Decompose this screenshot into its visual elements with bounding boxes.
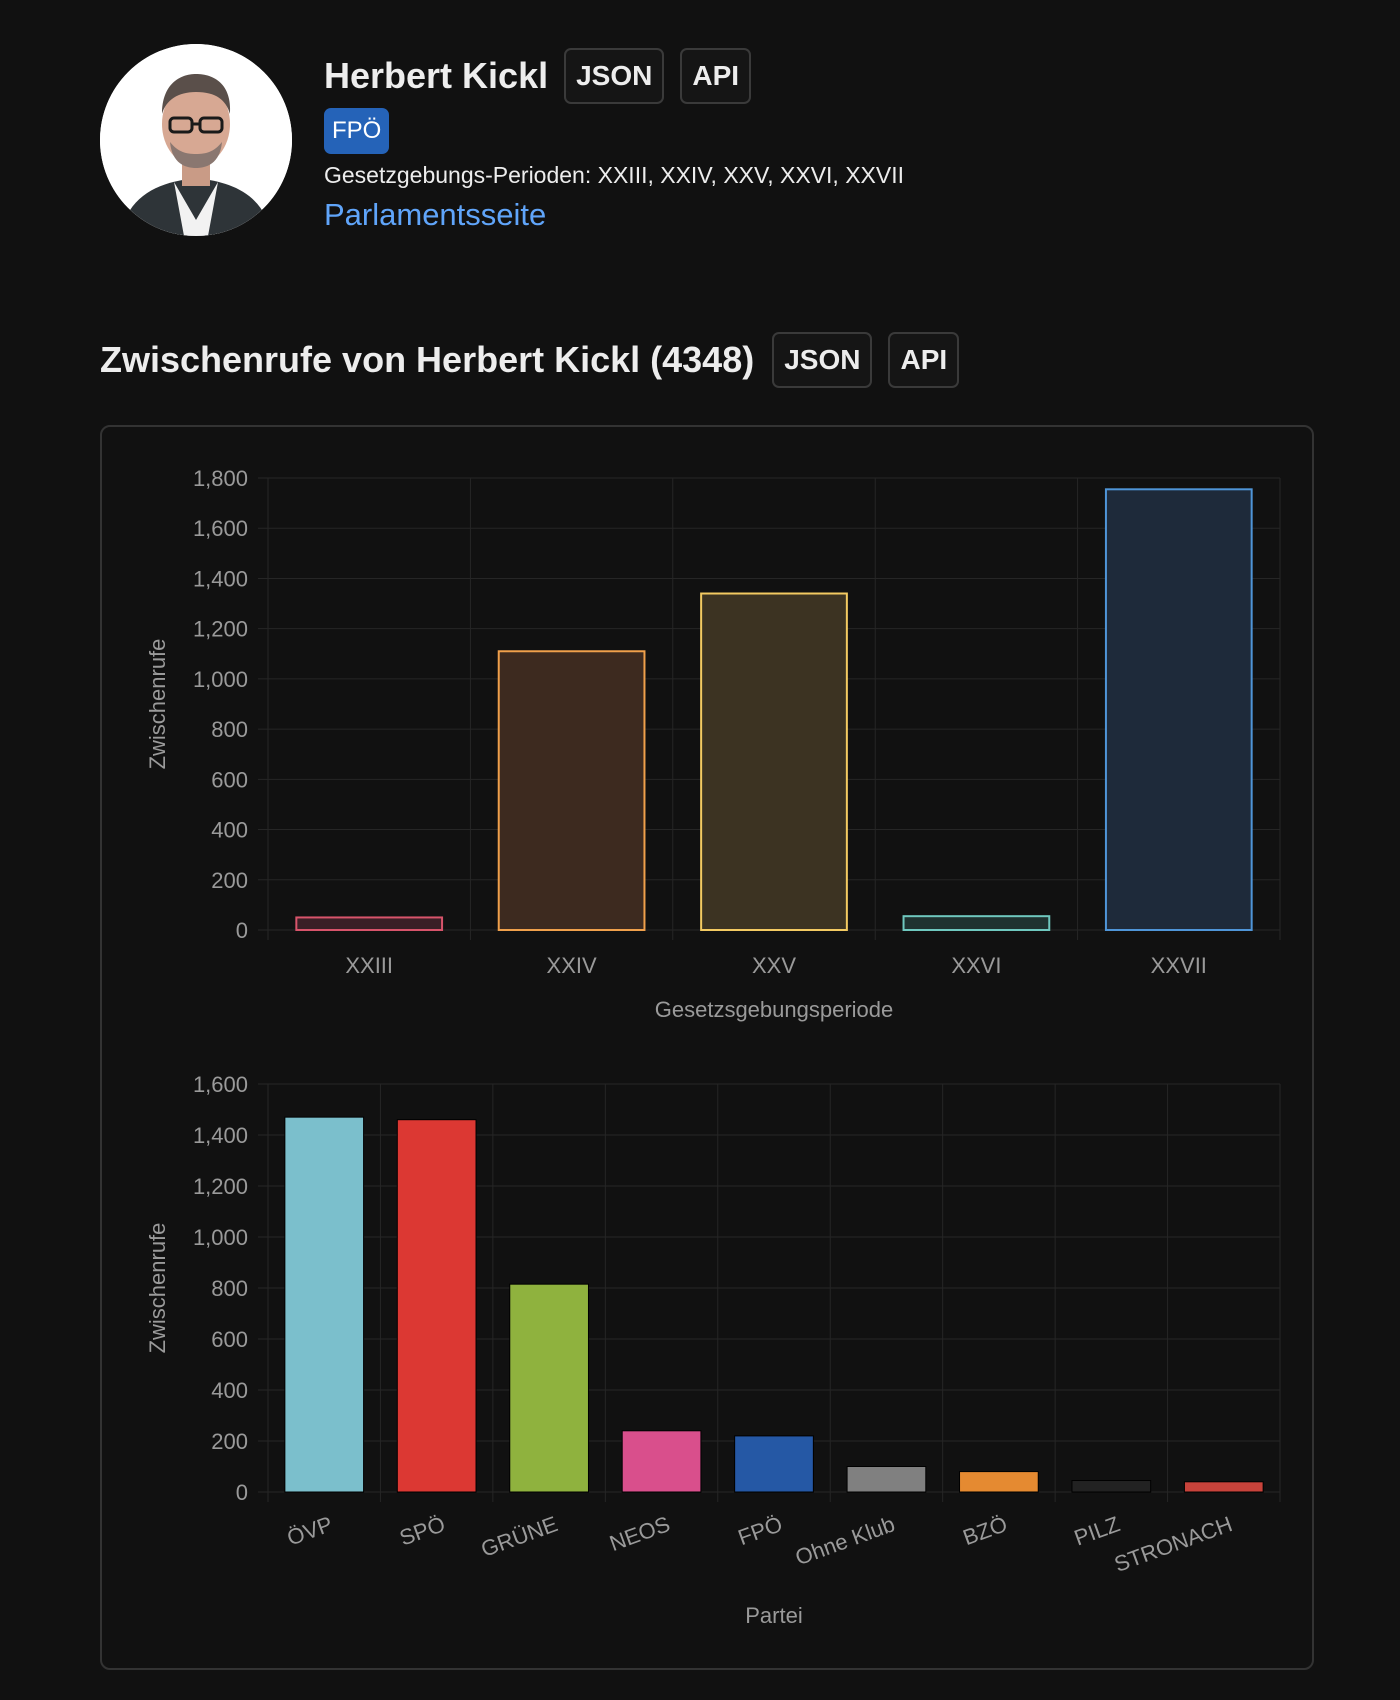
bar-neos bbox=[621, 1430, 702, 1493]
chart-by-party: 0 200 400 600 800 1,000 1,200 1,400 1,600 ÖVP SPÖ G… bbox=[145, 1072, 1281, 1628]
bar-xxiii bbox=[295, 916, 444, 932]
y-tick-label: 800 bbox=[211, 1276, 248, 1301]
y-tick-label: 1,800 bbox=[193, 466, 248, 491]
y-tick-label: 1,200 bbox=[193, 1174, 248, 1199]
y-tick-label: 1,400 bbox=[193, 566, 248, 591]
profile-json-button[interactable]: JSON bbox=[564, 48, 665, 104]
x-tick-label: XXVII bbox=[1151, 953, 1207, 978]
x-tick-label: GRÜNE bbox=[478, 1511, 561, 1562]
y-tick-label: 0 bbox=[236, 918, 248, 943]
x-tick-label: XXIII bbox=[345, 953, 393, 978]
y-tick-label: 1,200 bbox=[193, 617, 248, 642]
profile-header: Herbert Kickl JSON API FPÖ Gesetzgebungs… bbox=[324, 46, 904, 233]
y-tick-label: 400 bbox=[211, 818, 248, 843]
bar-xxv bbox=[700, 592, 848, 931]
y-tick-label: 1,600 bbox=[193, 516, 248, 541]
bar-övp bbox=[284, 1116, 365, 1493]
x-axis-title: Gesetzsgebungsperiode bbox=[655, 997, 894, 1022]
bar-spö bbox=[396, 1119, 477, 1493]
x-tick-label: XXIV bbox=[547, 953, 597, 978]
y-tick-label: 0 bbox=[236, 1480, 248, 1505]
bar-bzö bbox=[959, 1471, 1039, 1493]
bar-stronach bbox=[1183, 1481, 1264, 1493]
bar-grüne bbox=[509, 1283, 589, 1493]
parliament-page-link[interactable]: Parlamentsseite bbox=[324, 197, 547, 232]
y-tick-label: 600 bbox=[211, 1327, 248, 1352]
x-tick-label: BZÖ bbox=[960, 1511, 1011, 1550]
y-tick-label: 600 bbox=[211, 767, 248, 792]
y-axis-title: Zwischenrufe bbox=[145, 639, 170, 770]
section-header: Zwischenrufe von Herbert Kickl (4348) JS… bbox=[100, 332, 960, 388]
x-tick-label: PILZ bbox=[1071, 1511, 1123, 1550]
y-axis-title: Zwischenrufe bbox=[145, 1223, 170, 1354]
person-name: Herbert Kickl bbox=[324, 55, 549, 96]
bar-xxiv bbox=[497, 650, 646, 931]
x-tick-label: ÖVP bbox=[284, 1511, 336, 1550]
y-tick-label: 200 bbox=[211, 1429, 248, 1454]
name-row: Herbert Kickl JSON API bbox=[324, 46, 904, 106]
section-json-button[interactable]: JSON bbox=[772, 332, 873, 388]
y-tick-label: 1,000 bbox=[193, 667, 248, 692]
bar-fpö bbox=[734, 1435, 814, 1493]
y-tick-label: 200 bbox=[211, 868, 248, 893]
bar-xxvi bbox=[902, 915, 1051, 932]
legislative-periods: Gesetzgebungs-Perioden: XXIII, XXIV, XXV… bbox=[324, 162, 905, 188]
x-tick-label: STRONACH bbox=[1111, 1511, 1236, 1577]
bar-xxvii bbox=[1104, 488, 1253, 932]
y-tick-label: 800 bbox=[211, 717, 248, 742]
y-tick-label: 1,400 bbox=[193, 1123, 248, 1148]
bar-pilz bbox=[1071, 1480, 1152, 1493]
x-tick-label: XXV bbox=[752, 953, 796, 978]
y-tick-label: 400 bbox=[211, 1378, 248, 1403]
section-api-button[interactable]: API bbox=[888, 332, 960, 388]
bar-ohne-klub bbox=[846, 1466, 927, 1493]
profile-api-button[interactable]: API bbox=[680, 48, 752, 104]
y-tick-label: 1,600 bbox=[193, 1072, 248, 1097]
section-title: Zwischenrufe von Herbert Kickl (4348) bbox=[100, 339, 755, 380]
party-badge: FPÖ bbox=[324, 108, 390, 154]
x-tick-label: NEOS bbox=[606, 1511, 673, 1556]
x-tick-label: XXVI bbox=[951, 953, 1001, 978]
chart-by-period: 0 200 400 600 800 1,000 1,200 1,400 1,600 1,800 XX… bbox=[145, 466, 1281, 1022]
y-tick-label: 1,000 bbox=[193, 1225, 248, 1250]
x-tick-label: Ohne Klub bbox=[792, 1511, 898, 1570]
profile-photo bbox=[100, 44, 292, 236]
x-tick-label: SPÖ bbox=[396, 1511, 448, 1550]
x-axis-title: Partei bbox=[745, 1603, 802, 1628]
x-tick-label: FPÖ bbox=[735, 1511, 786, 1550]
